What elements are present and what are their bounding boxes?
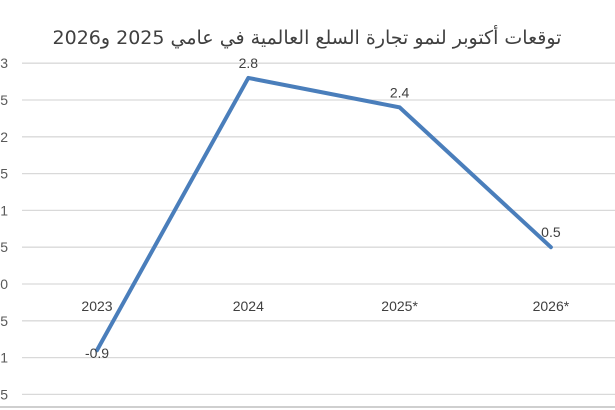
data-label: 0.5 xyxy=(541,224,561,240)
y-tick-label: -0.5 xyxy=(0,313,8,329)
y-tick-label: -1 xyxy=(0,350,8,366)
data-label: 2.4 xyxy=(390,84,410,100)
y-tick-label: -1.5 xyxy=(0,386,8,402)
y-tick-label: 2.5 xyxy=(0,92,8,108)
series-line xyxy=(95,75,553,353)
y-tick-label: 3 xyxy=(0,55,8,71)
chart-title: توقعات أكتوبر لنمو تجارة السلع العالمية … xyxy=(53,25,562,49)
y-tick-label: 2 xyxy=(0,129,8,145)
x-tick-label: 2024 xyxy=(233,298,264,314)
y-tick-label: 0.5 xyxy=(0,239,8,255)
x-tick-label: 2026* xyxy=(533,298,570,314)
data-label: 2.8 xyxy=(239,55,259,71)
x-tick-label: 2025* xyxy=(381,298,418,314)
y-tick-label: 0 xyxy=(0,276,8,292)
y-tick-label: 1 xyxy=(0,202,8,218)
data-label: -0.9 xyxy=(85,345,109,361)
y-tick-label: 1.5 xyxy=(0,166,8,182)
x-tick-label: 2023 xyxy=(81,298,112,314)
